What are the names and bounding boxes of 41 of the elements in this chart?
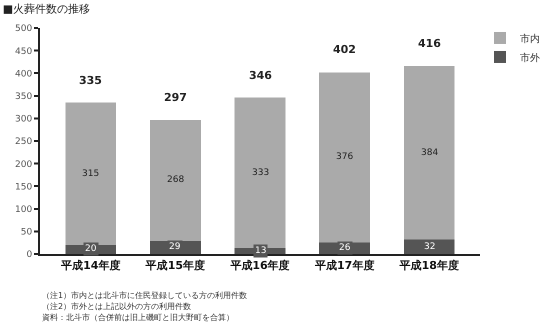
y-tick-label: 200: [15, 160, 32, 170]
y-tick-label: 150: [15, 182, 32, 192]
data-label: 26: [339, 243, 351, 253]
bar: [65, 102, 116, 245]
text: 資料：北斗市（合併前は旧上磯町と旧大野町を合算）: [42, 313, 234, 322]
legend-label: 市外: [520, 52, 540, 64]
data-label: 29: [169, 242, 181, 252]
y-tick-label: 450: [15, 46, 32, 57]
total-label: 297: [164, 91, 187, 104]
data-label: 333: [252, 168, 270, 178]
data-label: 376: [336, 152, 354, 162]
text: （注2）市外とは上記以外の方の利用件数: [42, 302, 192, 311]
x-tick-label: 平成17年度: [314, 259, 374, 272]
total-label: 416: [418, 37, 442, 50]
x-tick-label: 平成14年度: [60, 259, 120, 272]
y-tick-label: 50: [20, 228, 32, 238]
data-label: 20: [85, 244, 97, 254]
data-label: 13: [255, 246, 266, 256]
y-tick-label: 0: [26, 250, 32, 260]
x-tick-label: 平成15年度: [144, 259, 206, 272]
chart-title: ■火葬件数の推移: [2, 2, 90, 16]
y-tick-label: 300: [15, 114, 32, 125]
y-tick-label: 400: [15, 69, 32, 80]
y-tick-label: 100: [15, 204, 32, 215]
bar: [404, 66, 455, 240]
y-tick-label: 250: [15, 137, 32, 148]
bar: [150, 120, 201, 241]
x-tick-label: 平成16年度: [229, 259, 290, 272]
data-label: 32: [424, 242, 436, 252]
y-tick-label: 350: [15, 92, 32, 102]
x-tick-label: 平成18年度: [398, 259, 459, 272]
total-label: 402: [333, 43, 356, 56]
y-tick-label: 500: [15, 24, 32, 34]
data-label: 384: [421, 148, 438, 158]
bar: [319, 72, 370, 242]
legend-label: 市内: [520, 32, 540, 45]
total-label: 335: [79, 74, 102, 87]
text: （注1）市内とは北斗市に住民登録している方の利用件数: [42, 291, 248, 300]
total-label: 346: [249, 69, 272, 82]
data-label: 268: [167, 175, 184, 185]
data-label: 315: [82, 169, 100, 179]
